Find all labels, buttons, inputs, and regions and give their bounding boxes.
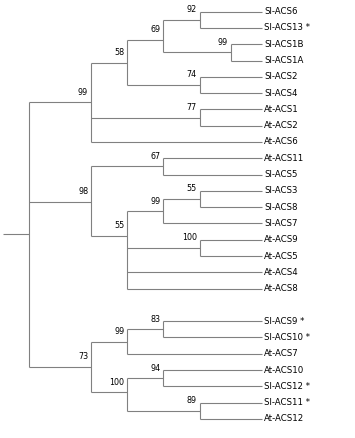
Text: Sl-ACS9 *: Sl-ACS9 *	[264, 317, 305, 326]
Text: 98: 98	[78, 187, 88, 196]
Text: Sl-ACS2: Sl-ACS2	[264, 72, 298, 81]
Text: 100: 100	[109, 378, 125, 387]
Text: At-ACS6: At-ACS6	[264, 138, 299, 146]
Text: Sl-ACS4: Sl-ACS4	[264, 88, 298, 98]
Text: Sl-ACS11 *: Sl-ACS11 *	[264, 398, 310, 407]
Text: 94: 94	[151, 364, 161, 372]
Text: Sl-ACS1A: Sl-ACS1A	[264, 56, 304, 65]
Text: Sl-ACS13 *: Sl-ACS13 *	[264, 24, 310, 32]
Text: 77: 77	[187, 103, 197, 112]
Text: Sl-ACS6: Sl-ACS6	[264, 7, 298, 16]
Text: Sl-ACS12 *: Sl-ACS12 *	[264, 382, 310, 391]
Text: 55: 55	[114, 221, 125, 230]
Text: 99: 99	[114, 327, 125, 336]
Text: Sl-ACS5: Sl-ACS5	[264, 170, 298, 179]
Text: Sl-ACS3: Sl-ACS3	[264, 186, 298, 195]
Text: 89: 89	[187, 396, 197, 405]
Text: 99: 99	[78, 88, 88, 96]
Text: 74: 74	[187, 70, 197, 79]
Text: 99: 99	[151, 197, 161, 205]
Text: At-ACS11: At-ACS11	[264, 154, 305, 163]
Text: 73: 73	[78, 352, 88, 361]
Text: 100: 100	[182, 233, 197, 242]
Text: 83: 83	[151, 314, 161, 324]
Text: 58: 58	[114, 48, 125, 57]
Text: At-ACS10: At-ACS10	[264, 366, 305, 374]
Text: Sl-ACS7: Sl-ACS7	[264, 219, 298, 228]
Text: Sl-ACS10 *: Sl-ACS10 *	[264, 333, 310, 342]
Text: 69: 69	[151, 25, 161, 35]
Text: 99: 99	[218, 38, 228, 47]
Text: At-ACS9: At-ACS9	[264, 235, 299, 244]
Text: Sl-ACS8: Sl-ACS8	[264, 203, 298, 212]
Text: At-ACS1: At-ACS1	[264, 105, 299, 114]
Text: At-ACS4: At-ACS4	[264, 268, 299, 277]
Text: At-ACS8: At-ACS8	[264, 284, 299, 293]
Text: At-ACS5: At-ACS5	[264, 251, 299, 261]
Text: Sl-ACS1B: Sl-ACS1B	[264, 40, 304, 49]
Text: At-ACS7: At-ACS7	[264, 349, 299, 358]
Text: 67: 67	[151, 152, 161, 161]
Text: At-ACS12: At-ACS12	[264, 414, 305, 424]
Text: 55: 55	[187, 184, 197, 193]
Text: 92: 92	[187, 5, 197, 14]
Text: At-ACS2: At-ACS2	[264, 121, 299, 130]
